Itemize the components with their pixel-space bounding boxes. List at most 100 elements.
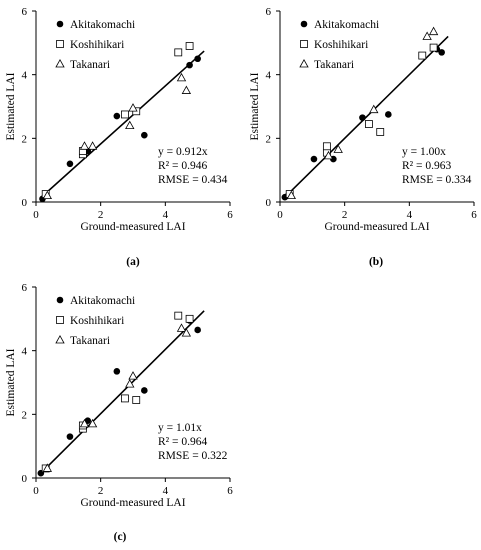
legend-marker-koshihikari (56, 40, 64, 48)
data-point-takanari (333, 144, 343, 153)
y-tick-label: 6 (22, 282, 28, 294)
data-point-takanari (42, 463, 52, 472)
data-point-koshihikari (322, 142, 331, 151)
x-tick-label: 0 (277, 209, 283, 221)
data-point-akitakomachi (66, 160, 74, 168)
data-point-koshihikari (185, 42, 194, 50)
chart-panel-b: 0 2 4 6 0 2 4 6 Ground-measured LAI Estimated LAI… (249, 6, 477, 233)
data-point-koshihikari (418, 51, 427, 60)
data-point-koshihikari (121, 110, 129, 119)
stats-annotation: y = 0.912x (158, 146, 208, 158)
legend-label: Koshihikari (70, 315, 124, 327)
x-tick-label: 4 (163, 209, 169, 221)
stats-annotation: y = 1.00x (402, 146, 446, 158)
x-tick-label: 4 (163, 485, 169, 497)
data-point-akitakomachi (194, 326, 201, 334)
panel-label: (c) (114, 531, 127, 543)
legend-label: Akitakomachi (314, 19, 379, 31)
data-point-takanari (87, 141, 98, 150)
data-point-akitakomachi (113, 368, 121, 375)
data-point-akitakomachi (359, 114, 366, 121)
y-tick-label: 2 (22, 409, 28, 421)
data-point-takanari (87, 418, 98, 428)
data-point-akitakomachi (66, 433, 74, 440)
data-point-akitakomachi (385, 111, 392, 118)
x-tick-label: 6 (471, 209, 477, 221)
x-tick-label: 4 (407, 209, 413, 221)
x-axis-label: Ground-measured LAI (80, 221, 185, 233)
legend-label: Takanari (70, 335, 110, 347)
data-point-koshihikari (132, 396, 141, 404)
data-point-takanari (128, 371, 138, 380)
data-point-takanari (181, 85, 192, 94)
stats-annotation: RMSE = 0.334 (402, 174, 472, 186)
regression-line (40, 50, 205, 199)
regression-line (40, 310, 205, 474)
legend-marker-akitakomachi (300, 20, 308, 28)
data-point-koshihikari (429, 43, 438, 52)
x-tick-label: 2 (98, 485, 104, 497)
data-point-takanari (176, 323, 187, 332)
legend-label: Takanari (314, 59, 354, 71)
y-axis-label: Estimated LAI (5, 348, 17, 416)
x-tick-label: 6 (227, 209, 233, 221)
x-tick-label: 6 (227, 485, 233, 497)
panel-label: (a) (126, 256, 140, 268)
x-axis-label: Ground-measured LAI (80, 497, 185, 509)
data-point-akitakomachi (141, 131, 148, 139)
data-point-koshihikari (174, 311, 183, 320)
x-tick-label: 2 (98, 209, 104, 221)
data-point-takanari (176, 72, 187, 82)
data-point-akitakomachi (186, 61, 193, 69)
data-point-takanari (181, 328, 192, 337)
legend-label: Akitakomachi (70, 19, 135, 31)
y-tick-label: 6 (266, 6, 272, 18)
data-point-takanari (125, 379, 135, 388)
data-point-takanari (125, 120, 135, 130)
y-axis-label: Estimated LAI (249, 72, 261, 140)
stats-annotation: RMSE = 0.434 (158, 174, 228, 186)
legend-label: Koshihikari (70, 39, 124, 51)
data-point-koshihikari (365, 120, 373, 128)
y-tick-label: 0 (22, 473, 28, 485)
stats-annotation: y = 1.01x (158, 422, 202, 434)
y-tick-label: 0 (266, 197, 272, 209)
y-tick-label: 0 (22, 197, 28, 209)
y-tick-label: 4 (22, 346, 28, 358)
stats-annotation: R² = 0.946 (158, 160, 207, 172)
x-axis-label: Ground-measured LAI (324, 221, 429, 233)
legend-marker-koshihikari (56, 316, 64, 324)
data-point-koshihikari (174, 48, 183, 57)
data-point-akitakomachi (194, 55, 201, 63)
data-point-akitakomachi (141, 387, 148, 394)
legend-label: Koshihikari (314, 39, 368, 51)
data-point-akitakomachi (113, 112, 121, 120)
legend-marker-takanari (299, 58, 309, 68)
legend-label: Akitakomachi (70, 295, 135, 307)
legend-marker-takanari (55, 334, 65, 344)
x-tick-label: 2 (342, 209, 348, 221)
chart-panel-a: 0 2 4 6 0 2 4 6 Ground-measured LAI Estimated LAI… (5, 6, 233, 233)
data-point-akitakomachi (310, 155, 318, 163)
chart-panel-c: 0 2 4 6 0 2 4 6 Ground-measured LAI Estimated LAI… (5, 282, 233, 509)
data-point-takanari (42, 190, 52, 200)
x-tick-label: 0 (33, 485, 39, 497)
y-tick-label: 2 (266, 133, 272, 145)
y-axis-label: Estimated LAI (5, 72, 17, 140)
regression-line (284, 35, 449, 198)
legend-marker-akitakomachi (56, 20, 64, 28)
legend-marker-koshihikari (300, 40, 308, 48)
stats-annotation: R² = 0.964 (158, 436, 207, 448)
x-tick-label: 0 (33, 209, 39, 221)
data-point-koshihikari (185, 314, 194, 323)
data-point-koshihikari (121, 394, 129, 403)
data-point-takanari (286, 190, 296, 200)
data-point-takanari (128, 103, 138, 112)
data-point-takanari (323, 150, 334, 160)
data-point-takanari (422, 31, 432, 40)
legend-marker-akitakomachi (56, 296, 64, 304)
y-tick-label: 4 (22, 70, 28, 82)
panel-label: (b) (369, 256, 383, 268)
y-tick-label: 4 (266, 70, 272, 82)
